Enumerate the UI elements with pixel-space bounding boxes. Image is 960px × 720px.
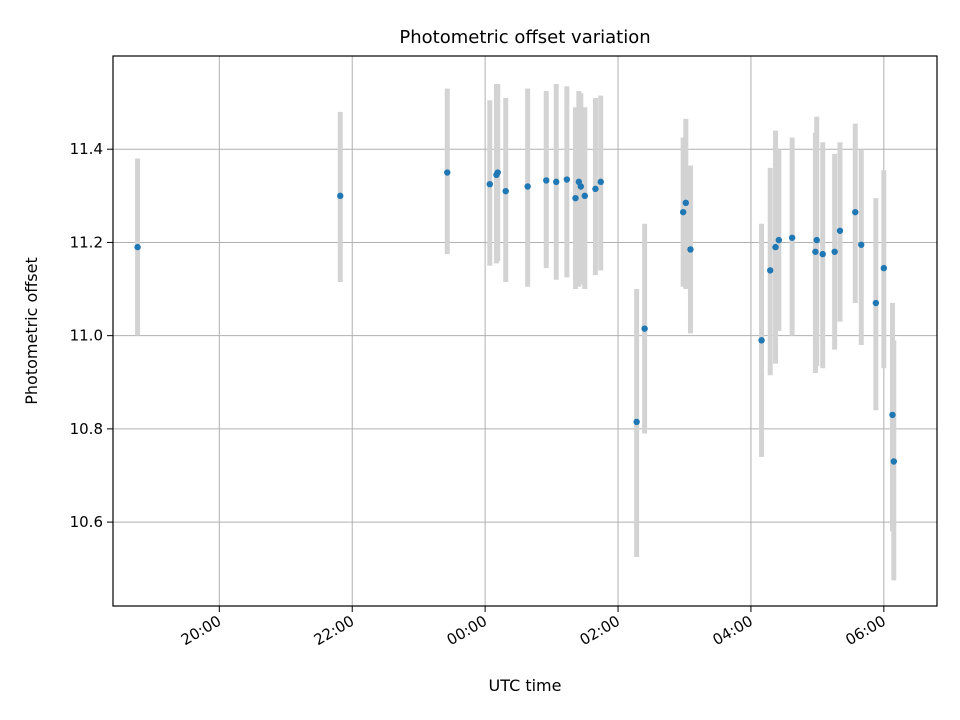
data-point	[543, 177, 550, 184]
data-point	[679, 208, 687, 216]
data-point	[819, 250, 826, 258]
data-point	[563, 176, 571, 183]
y-tick-label: 11.4	[70, 140, 103, 158]
data-point	[772, 243, 779, 251]
y-tick-label: 10.6	[70, 513, 103, 531]
y-axis-ticks: 10.6 10.8 11.0 11.2 11.4	[70, 140, 113, 531]
data-point	[494, 169, 501, 176]
data-point	[581, 192, 589, 200]
data-point	[872, 299, 880, 307]
data-point	[858, 241, 865, 248]
data-point	[337, 192, 344, 200]
data-point	[682, 199, 690, 207]
data-point	[134, 243, 141, 251]
data-point	[641, 325, 648, 332]
chart-title: Photometric offset variation	[399, 27, 650, 48]
x-axis-label: UTC time	[489, 676, 562, 695]
data-point	[486, 180, 493, 188]
data-points	[134, 169, 898, 465]
data-point	[812, 248, 819, 255]
data-point	[597, 178, 604, 186]
y-tick-label: 11.2	[70, 233, 103, 251]
data-point	[524, 183, 531, 190]
data-point	[502, 187, 509, 195]
data-point	[767, 267, 774, 274]
data-point	[577, 183, 585, 190]
data-point	[553, 178, 560, 186]
data-point	[852, 208, 859, 216]
data-point	[813, 236, 820, 244]
data-point	[687, 246, 694, 253]
y-tick-label: 11.0	[70, 327, 103, 345]
data-point	[889, 411, 896, 419]
y-axis-label: Photometric offset	[22, 257, 41, 405]
data-point	[572, 194, 579, 202]
data-point	[836, 227, 844, 234]
data-point	[788, 234, 796, 241]
y-tick-label: 10.8	[70, 420, 103, 438]
grid	[113, 56, 937, 606]
data-point	[890, 458, 898, 465]
data-point	[444, 169, 451, 176]
data-point	[633, 418, 640, 426]
data-point	[880, 264, 888, 272]
data-point	[775, 236, 783, 244]
plot-frame	[112, 55, 938, 607]
data-point	[592, 185, 599, 193]
data-point	[831, 248, 838, 255]
data-point	[758, 337, 765, 344]
